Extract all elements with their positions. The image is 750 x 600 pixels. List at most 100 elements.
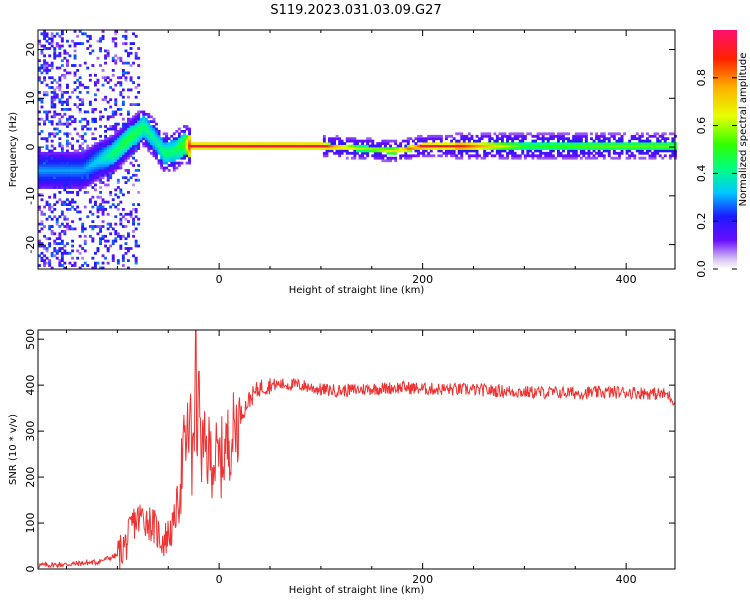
spectrogram-cell: [361, 156, 364, 160]
spectrogram-cell: [427, 147, 431, 150]
spectrogram-cell: [60, 91, 64, 94]
spectrogram-cell: [43, 225, 46, 228]
spectrogram-cell: [48, 169, 52, 172]
spectrogram-cell: [167, 137, 171, 141]
spectrogram-cell: [106, 76, 110, 80]
spectrogram-cell: [81, 230, 85, 233]
spectrogram-cell: [58, 259, 62, 262]
spectrogram-cell: [83, 110, 87, 114]
spectrogram-cell: [40, 159, 44, 163]
spectrogram-cell: [338, 142, 342, 145]
spectrogram-cell: [612, 149, 616, 153]
spectrogram-cell: [226, 144, 230, 148]
spectrogram-cell: [127, 54, 130, 58]
spectrogram-cell: [53, 164, 57, 167]
spectrogram-cell: [48, 261, 52, 265]
spectrogram-cell: [53, 193, 57, 197]
spectrogram-cell: [653, 144, 657, 148]
spectrogram-cell: [162, 166, 166, 170]
spectrogram-cell: [389, 151, 392, 155]
spectrogram-cell: [76, 132, 80, 136]
spectrogram-cell: [104, 137, 107, 141]
spectrogram-cell: [129, 210, 133, 214]
spectrogram-cell: [119, 156, 123, 160]
spectrogram-cell: [455, 144, 459, 148]
spectrogram-cell: [45, 178, 49, 182]
spectrogram-cell: [239, 147, 242, 150]
spectrogram-cell: [661, 149, 665, 153]
spectrogram-cell: [58, 66, 62, 70]
spectrogram-cell: [99, 142, 102, 145]
spectrogram-cell: [432, 154, 436, 158]
spectrogram-cell: [534, 149, 537, 153]
spectrogram-cell: [38, 230, 41, 233]
spectrogram-cell: [536, 156, 540, 160]
spectrogram-cell: [467, 156, 471, 160]
spectrogram-cell: [114, 98, 118, 102]
spectrogram-cell: [91, 181, 95, 184]
spectrogram-cell: [106, 154, 110, 158]
spectrogram-cell: [109, 142, 113, 145]
spectrogram-cell: [116, 186, 120, 189]
spectrogram-cell: [119, 161, 123, 165]
spectrogram-cell: [409, 154, 413, 158]
spectrogram-cell: [99, 115, 102, 119]
spectrogram-cell: [239, 144, 242, 148]
spectrogram-cell: [127, 212, 130, 216]
spectrogram-cell: [101, 220, 105, 223]
spectrogram-cell: [155, 142, 158, 145]
spectrogram-cell: [457, 144, 461, 148]
spectrogram-cell: [600, 147, 604, 150]
spectrogram-cell: [483, 156, 487, 160]
spectrogram-cell: [488, 132, 492, 136]
spectrogram-cell: [114, 205, 118, 209]
spectrogram-cell: [60, 44, 64, 48]
spectrogram-cell: [544, 147, 548, 150]
spectrogram-cell: [132, 220, 135, 223]
spectrogram-cell: [569, 147, 573, 150]
spectrogram-cell: [134, 139, 138, 143]
spectrogram-cell: [114, 222, 118, 226]
spectrogram-cell: [66, 164, 69, 167]
spectrogram-cell: [127, 249, 130, 253]
spectrogram-cell: [106, 100, 110, 104]
spectrogram-cell: [183, 130, 186, 133]
spectrogram-cell: [99, 49, 102, 53]
spectrogram-cell: [73, 183, 77, 187]
spectrogram-cell: [58, 225, 62, 228]
spectrogram-cell: [251, 144, 255, 148]
spectrogram-cell: [73, 264, 77, 267]
spectrogram-cell: [45, 183, 49, 187]
spectrogram-cell: [137, 56, 141, 60]
spectrogram-cell: [384, 149, 387, 153]
spectrogram-cell: [399, 156, 403, 160]
spectrogram-cell: [78, 103, 82, 106]
spectrogram-cell: [656, 142, 660, 145]
spectrogram-cell: [40, 154, 44, 158]
spectrogram-cell: [506, 137, 509, 141]
spectrogram-cell: [152, 139, 156, 143]
spectrogram-cell: [124, 78, 128, 82]
spectrogram-cell: [50, 164, 54, 167]
spectrogram-cell: [529, 147, 532, 150]
spectrogram-cell: [516, 132, 520, 136]
spectrogram-cell: [134, 244, 138, 248]
spectrogram-cell: [160, 156, 163, 160]
spectrogram-cell: [310, 142, 314, 145]
spectrogram-cell: [119, 127, 123, 131]
spectrogram-cell: [96, 56, 100, 60]
spectrogram-cell: [620, 137, 624, 141]
spectrogram-cell: [597, 142, 601, 145]
spectrogram-cell: [76, 210, 80, 214]
spectrogram-cell: [78, 98, 82, 102]
spectrogram-cell: [506, 142, 509, 145]
spectrogram-cell: [409, 149, 413, 153]
spectrogram-cell: [129, 161, 133, 165]
spectrogram-cell: [106, 161, 110, 165]
spectrogram-cell: [63, 122, 67, 126]
spectrogram-cell: [455, 147, 459, 150]
spectrogram-cell: [91, 178, 95, 182]
spectrogram-cell: [78, 134, 82, 138]
spectrogram-cell: [460, 132, 464, 136]
